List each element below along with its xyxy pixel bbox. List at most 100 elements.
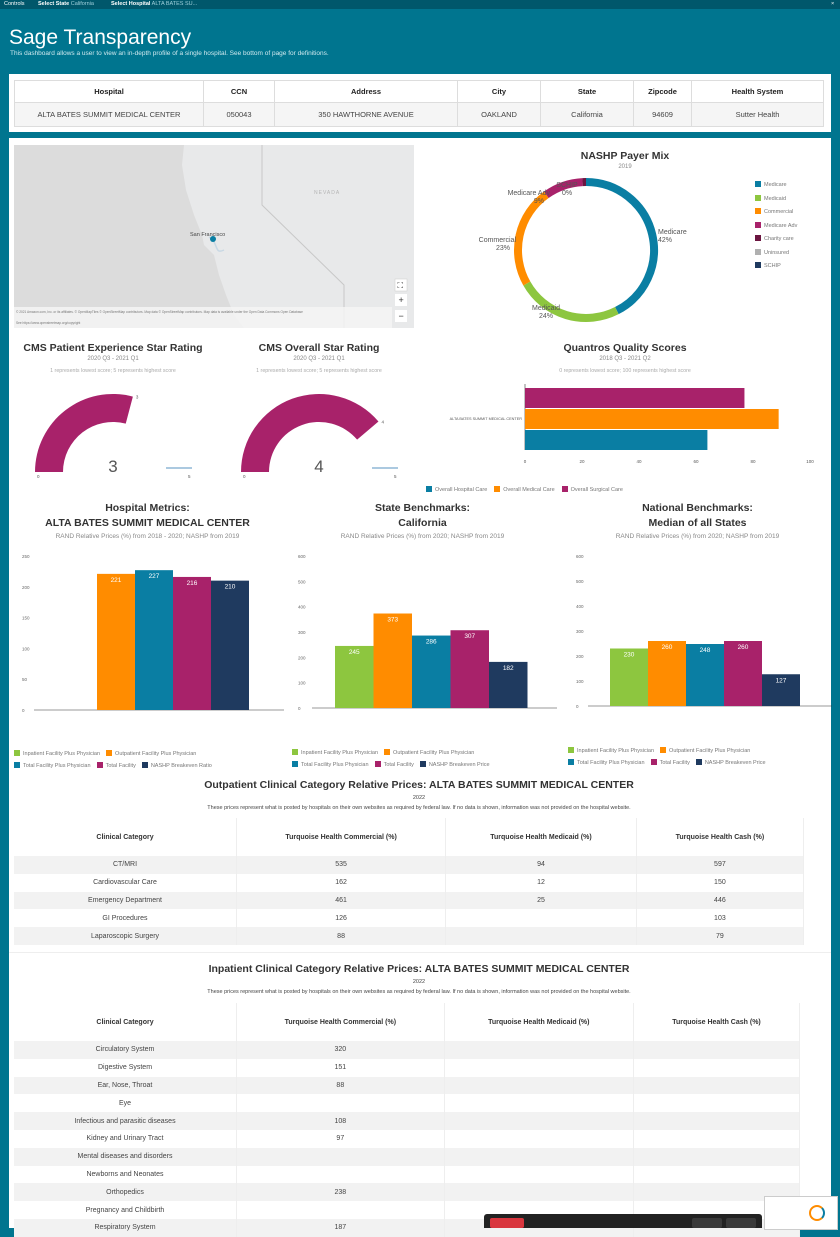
y-tick: 0: [22, 708, 25, 713]
table-cell: [446, 927, 637, 945]
gauge-min-label: 0: [37, 474, 40, 479]
legend-item[interactable]: Total Facility Plus Physician: [292, 762, 369, 768]
legend-item[interactable]: Total Facility: [651, 760, 690, 766]
legend-item[interactable]: Total Facility Plus Physician: [14, 763, 91, 769]
bar[interactable]: [97, 574, 135, 710]
table-cell: [444, 1112, 633, 1130]
col-state: State: [541, 81, 634, 103]
controls-label[interactable]: Controls: [4, 0, 24, 9]
quantros-bar[interactable]: [525, 388, 744, 408]
quantros-bar[interactable]: [525, 430, 707, 450]
map[interactable]: NEVADA San Francisco ⛶ + − © 2021 Amazon…: [14, 145, 414, 328]
legend-item[interactable]: NASHP Breakeven Ratio: [142, 763, 212, 769]
table-row: ALTA BATES SUMMIT MEDICAL CENTER 050043 …: [15, 103, 824, 127]
loading-icon: [809, 1205, 825, 1221]
overall-star-title: CMS Overall Star Rating: [221, 342, 417, 354]
table-cell: [444, 1094, 633, 1112]
state-bench-sub: RAND Relative Prices (%) from 2020; NASH…: [290, 533, 555, 540]
bar-value-label: 210: [225, 584, 236, 591]
column-header: Turquoise Health Commercial (%): [237, 818, 446, 856]
map-attribution-link[interactable]: See https://www.openstreetmap.org/copyri…: [16, 321, 80, 325]
y-tick: 400: [298, 605, 306, 610]
bar[interactable]: [135, 570, 173, 710]
legend-row: Total Facility Plus Physician Total Facil…: [14, 754, 218, 766]
col-city: City: [458, 81, 541, 103]
record-button[interactable]: [490, 1218, 524, 1228]
quantros-x-tick: 20: [579, 459, 585, 464]
legend-item[interactable]: Total Facility: [97, 763, 136, 769]
y-tick: 50: [22, 677, 28, 682]
cell-address: 350 HAWTHORNE AVENUE: [275, 103, 458, 127]
table-row: Eye: [14, 1094, 800, 1112]
floating-toolbar[interactable]: [484, 1214, 762, 1228]
table-cell: 25: [446, 892, 637, 910]
bar[interactable]: [412, 636, 451, 708]
table-cell: 446: [636, 892, 803, 910]
gauge-value: 3: [108, 457, 117, 476]
gauge-arc[interactable]: [241, 394, 378, 472]
legend-item[interactable]: Uninsured: [755, 249, 797, 263]
gauge-arc[interactable]: [35, 394, 133, 472]
payer-mix-year: 2019: [530, 164, 720, 170]
y-tick: 200: [22, 585, 30, 590]
toolbar-button[interactable]: [726, 1218, 756, 1228]
close-icon[interactable]: ×: [831, 0, 834, 9]
hospital-selector[interactable]: Select Hospital ALTA BATES SU...: [111, 0, 197, 9]
legend-item[interactable]: NASHP Breakeven Price: [420, 762, 490, 768]
legend-label: Uninsured: [764, 250, 789, 256]
cell-hospital: ALTA BATES SUMMIT MEDICAL CENTER: [15, 103, 204, 127]
outpatient-title: Outpatient Clinical Category Relative Pr…: [14, 779, 824, 791]
donut-label-pct: 24%: [539, 313, 553, 320]
legend-label: NASHP Breakeven Price: [429, 762, 490, 768]
legend-label: Commercial: [764, 209, 793, 215]
legend-item[interactable]: Total Facility Plus Physician: [568, 760, 645, 766]
page-subtitle: This dashboard allows a user to view an …: [10, 50, 329, 57]
donut-slice-commercial[interactable]: [518, 195, 546, 284]
inpatient-year: 2022: [14, 979, 824, 985]
legend-item[interactable]: Medicare: [755, 181, 797, 195]
legend-item[interactable]: Overall Surgical Care: [562, 487, 623, 493]
legend-item[interactable]: Charity care: [755, 235, 797, 249]
donut-slice-medicare[interactable]: [586, 182, 654, 311]
legend-swatch: [755, 222, 761, 228]
toolbar-button[interactable]: [692, 1218, 722, 1228]
payer-mix-title: NASHP Payer Mix: [530, 150, 720, 162]
state-bench-state: California: [290, 517, 555, 529]
bar[interactable]: [451, 630, 490, 708]
legend-item[interactable]: Total Facility: [375, 762, 414, 768]
legend-item[interactable]: SCHIP: [755, 262, 797, 276]
legend-swatch: [568, 759, 574, 765]
state-selector[interactable]: Select State California: [38, 0, 94, 9]
table-cell: Mental diseases and disorders: [14, 1148, 237, 1166]
hospital-metrics-title: Hospital Metrics:: [15, 502, 280, 514]
quantros-category-label: ALTA BATES SUMMIT MEDICAL CENTER: [450, 417, 523, 421]
legend-item[interactable]: Medicaid: [755, 195, 797, 209]
y-tick: 300: [576, 629, 584, 634]
legend-swatch: [426, 486, 432, 492]
table-cell: [633, 1059, 799, 1077]
legend-item[interactable]: Overall Hospital Care: [426, 487, 487, 493]
thumbnail-preview[interactable]: [764, 1196, 838, 1230]
quantros-bar[interactable]: [525, 409, 779, 429]
table-cell: 103: [636, 909, 803, 927]
overall-star-period: 2020 Q3 - 2021 Q1: [221, 356, 417, 362]
legend-item[interactable]: Overall Medical Care: [494, 487, 554, 493]
legend-item[interactable]: NASHP Breakeven Price: [696, 760, 766, 766]
gauge-min-label: 0: [243, 474, 246, 479]
legend-item[interactable]: Medicare Adv: [755, 222, 797, 236]
bar[interactable]: [211, 581, 249, 710]
payer-mix-donut[interactable]: Medicare42%Medicaid24%Commercial23%Medic…: [470, 172, 760, 327]
legend-item[interactable]: Commercial: [755, 208, 797, 222]
bar[interactable]: [374, 614, 413, 708]
bar[interactable]: [173, 577, 211, 710]
